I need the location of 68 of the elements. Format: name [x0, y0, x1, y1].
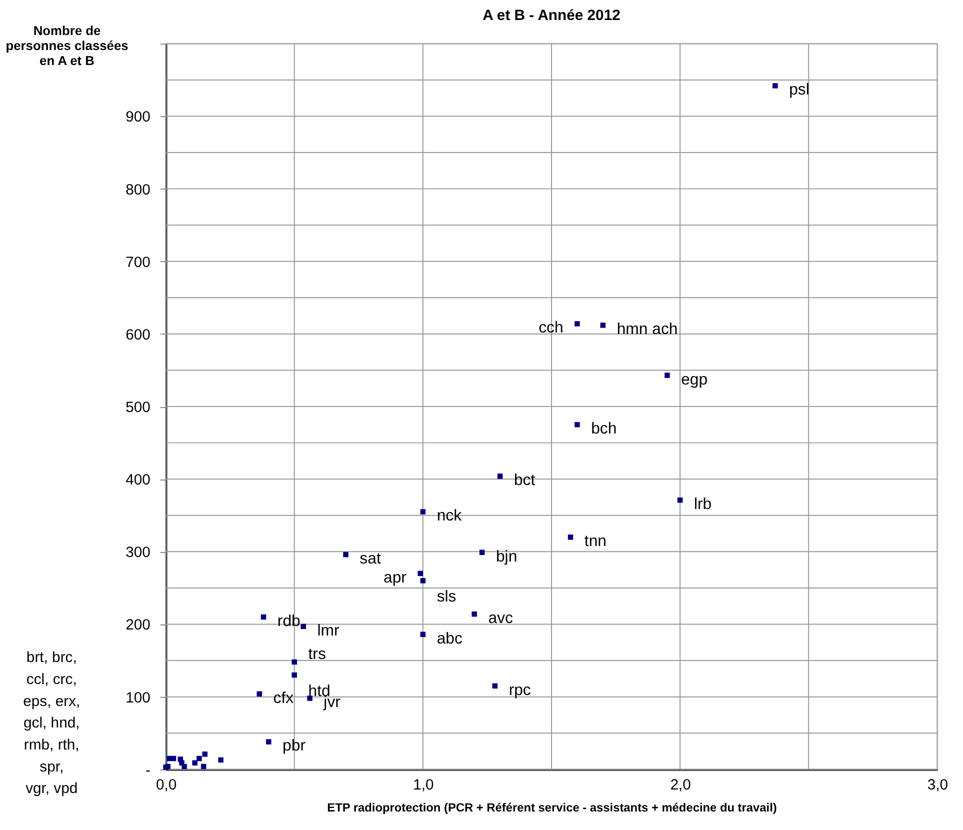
- point: [196, 756, 202, 762]
- annotation: nck: [436, 508, 462, 525]
- point: [170, 756, 176, 762]
- annotation: cfx: [273, 690, 294, 707]
- annotation: bjn: [496, 548, 518, 566]
- y-tick-label: 300: [126, 545, 150, 562]
- point: [568, 534, 574, 540]
- text: brt, brc, ccl, crc, eps, erx, gcl, hnd, rmb, rth, spr, vgr, vpd: [23, 650, 80, 798]
- point: [192, 760, 198, 766]
- point: [420, 509, 426, 514]
- annotation: rpc: [508, 682, 531, 699]
- point: [292, 659, 297, 665]
- point: [202, 752, 208, 757]
- point: [218, 757, 224, 763]
- point: [677, 498, 683, 503]
- y-tick-label: 200: [126, 618, 150, 634]
- point: [492, 683, 498, 689]
- point: [497, 474, 503, 479]
- annotation: psl: [789, 82, 810, 99]
- y-tick-label: 400: [126, 472, 150, 489]
- x-tick-label: 2,0: [670, 778, 691, 794]
- annotation: tnn: [584, 533, 606, 550]
- x-tick-label: 3,0: [927, 778, 948, 794]
- annotation: pbr: [282, 738, 306, 755]
- point: [772, 83, 778, 88]
- point: [420, 578, 426, 584]
- point: [418, 570, 423, 576]
- y-tick-label: 600: [126, 327, 150, 344]
- x-axis-title: ETP radioprotection (PCR + Référent service - assistants + médecine du travail): [327, 800, 777, 815]
- point: [479, 550, 485, 556]
- y-tick-label: 500: [126, 400, 150, 416]
- point: [664, 372, 670, 378]
- point: [343, 552, 348, 558]
- annotation: cch: [538, 320, 564, 337]
- annotation: trs: [308, 646, 326, 664]
- x-tick-label: 0,0: [156, 778, 177, 794]
- annotation: lrb: [694, 496, 712, 514]
- y-tick-label: 900: [126, 110, 150, 126]
- point: [420, 632, 426, 638]
- point: [260, 614, 266, 620]
- chart-title: A et B - Année 2012: [482, 8, 620, 24]
- annotation: abc: [436, 630, 462, 648]
- annotation: bch: [591, 420, 617, 438]
- point: [472, 611, 477, 617]
- point: [300, 624, 306, 630]
- point: [256, 691, 262, 697]
- annotation: rdb: [277, 612, 301, 630]
- annotation: hmn ach: [616, 321, 678, 338]
- annotation: bct: [514, 472, 536, 490]
- annotation: apr: [384, 569, 408, 586]
- annotation: avc: [488, 610, 514, 628]
- point: [200, 764, 206, 770]
- y-tick-label: 800: [126, 182, 150, 198]
- annotation: sls: [436, 588, 456, 606]
- point: [600, 322, 606, 328]
- point: [266, 739, 272, 744]
- point: [574, 321, 580, 326]
- point: [574, 422, 580, 428]
- point: [182, 764, 187, 770]
- annotation: lmr: [317, 622, 340, 640]
- x-tick-label: 1,0: [413, 778, 434, 794]
- y-axis-title: Nombre de personnes classées en A et B: [6, 23, 128, 68]
- y-tick-label: 100: [126, 690, 150, 706]
- annotation: sat: [360, 550, 382, 568]
- annotation: egp: [681, 371, 708, 388]
- point: [292, 672, 297, 678]
- y-tick-label: 700: [126, 254, 150, 271]
- y-tick-label: -: [145, 762, 150, 779]
